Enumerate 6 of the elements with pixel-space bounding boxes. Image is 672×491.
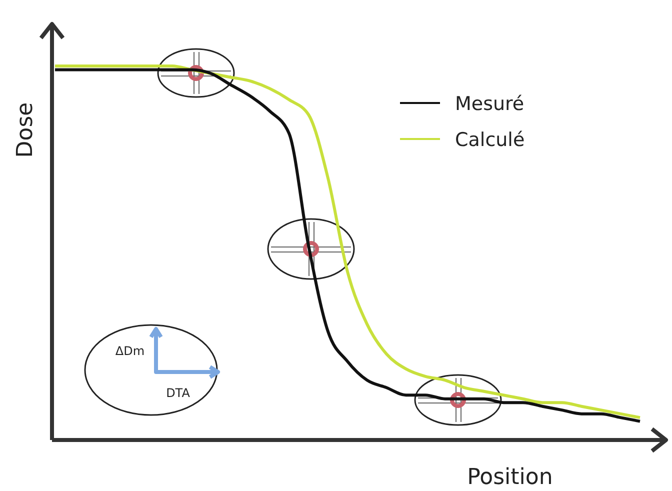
annotation: DTA [166, 386, 191, 400]
legend-label: Mesuré [455, 93, 524, 115]
x-axis-title: Position [467, 465, 553, 490]
legend-label: Calculé [455, 129, 525, 151]
y-axis-title: Dose [13, 102, 38, 158]
annotation: ΔDm [115, 344, 145, 358]
